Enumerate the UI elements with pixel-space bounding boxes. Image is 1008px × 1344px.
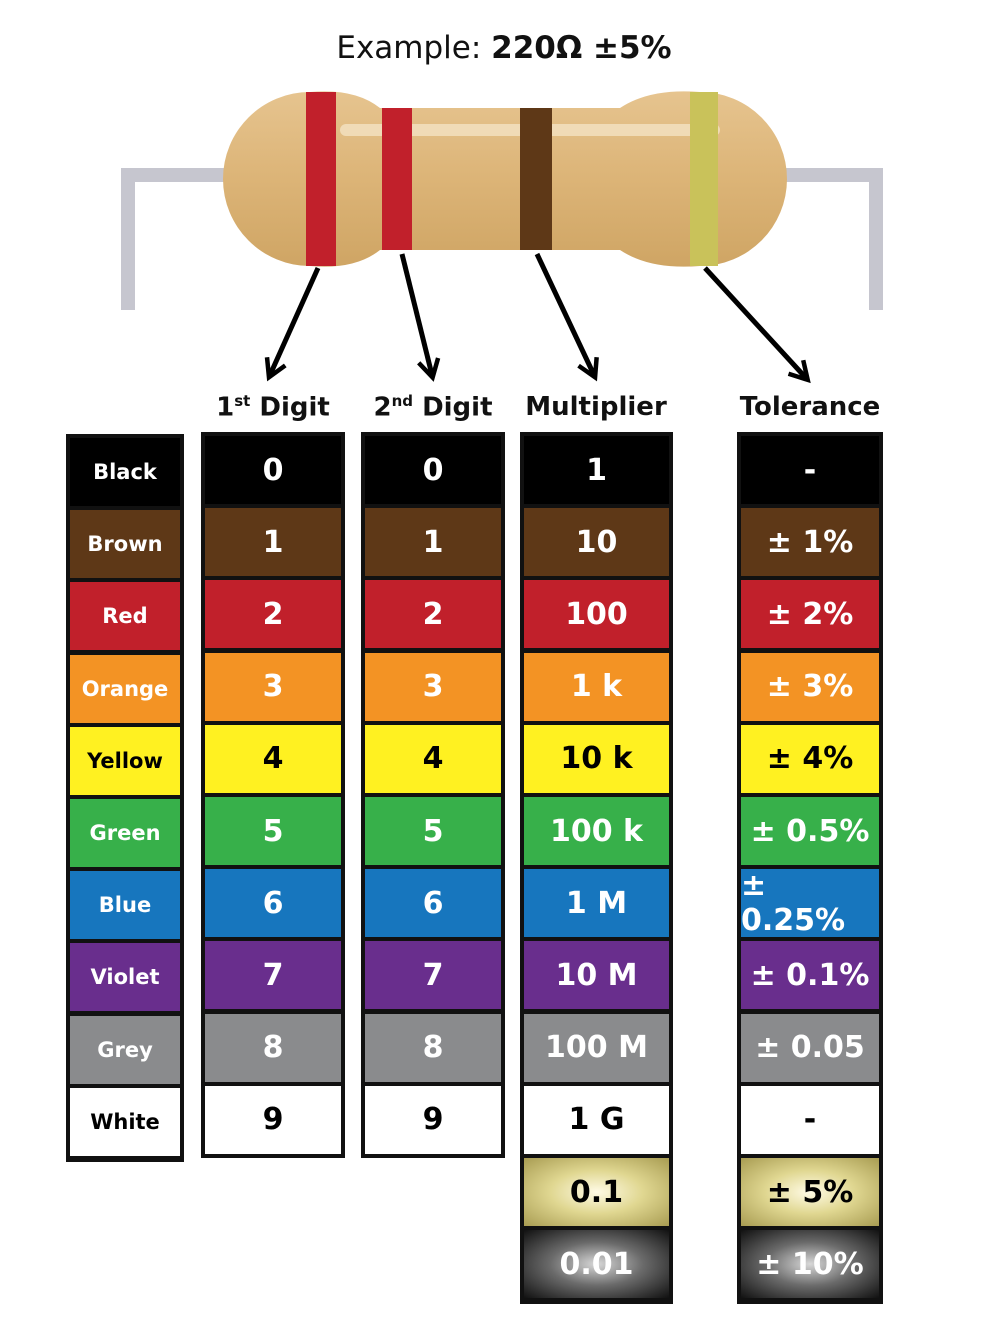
second-digit-cell: 3 xyxy=(365,652,501,721)
first-digit-cell: 5 xyxy=(205,797,341,865)
first-digit-cell: 0 xyxy=(205,436,341,504)
tolerance-cell: ± 5% xyxy=(741,1158,879,1226)
first-digit-cell: 7 xyxy=(205,941,341,1010)
tolerance-cell: ± 2% xyxy=(741,580,879,649)
multiplier-cell: 10 xyxy=(524,508,669,577)
tolerance-cell: ± 4% xyxy=(741,724,879,793)
multiplier-cell: 1 xyxy=(524,436,669,504)
band-3 xyxy=(520,108,552,250)
example-prefix: Example: xyxy=(336,30,482,66)
tolerance-cell: ± 10% xyxy=(741,1230,879,1299)
second-digit-cell: 1 xyxy=(365,508,501,577)
header-tolerance: Tolerance xyxy=(739,392,881,422)
tolerance-cell: ± 0.05 xyxy=(741,1013,879,1082)
second-digit-cell: 4 xyxy=(365,724,501,793)
right-lead xyxy=(770,168,883,310)
color-name-cell: Blue xyxy=(70,871,180,940)
band-1 xyxy=(306,92,336,266)
arrow-band-1 xyxy=(264,266,321,382)
color-name-cell: Orange xyxy=(70,654,180,723)
tolerance-column: - ± 1% ± 2% ± 3% ± 4% ± 0.5% ± 0.25% ± 0.1% ± 0.… xyxy=(737,432,883,1304)
left-lead xyxy=(121,168,240,310)
second-digit-cell: 5 xyxy=(365,797,501,865)
example-value: 220Ω ±5% xyxy=(491,30,672,66)
first-digit-cell: 2 xyxy=(205,580,341,649)
color-name-cell: Green xyxy=(70,799,180,867)
color-name-cell: Red xyxy=(70,582,180,651)
multiplier-cell: 100 xyxy=(524,580,669,649)
header-second-digit: 2nd Digit xyxy=(373,392,493,423)
multiplier-cell: 100 k xyxy=(524,797,669,865)
tolerance-cell: ± 1% xyxy=(741,508,879,577)
second-digit-cell: 7 xyxy=(365,941,501,1010)
band-2 xyxy=(382,108,412,250)
color-name-cell: Brown xyxy=(70,510,180,579)
first-digit-cell: 3 xyxy=(205,652,341,721)
resistor-diagram xyxy=(121,91,883,384)
color-name-cell: White xyxy=(70,1087,180,1156)
multiplier-cell: 1 M xyxy=(524,869,669,938)
second-digit-cell: 9 xyxy=(365,1085,501,1154)
band-4 xyxy=(690,92,718,266)
second-digit-cell: 2 xyxy=(365,580,501,649)
color-name-cell: Yellow xyxy=(70,726,180,795)
multiplier-cell: 10 M xyxy=(524,941,669,1010)
arrow-band-3 xyxy=(534,252,599,382)
multiplier-cell: 10 k xyxy=(524,724,669,793)
header-first-digit: 1st Digit xyxy=(216,392,330,423)
color-name-cell: Grey xyxy=(70,1015,180,1084)
arrow-band-2 xyxy=(399,253,441,382)
multiplier-cell: 1 G xyxy=(524,1085,669,1154)
multiplier-cell: 0.01 xyxy=(524,1230,669,1299)
tolerance-cell: ± 0.25% xyxy=(741,868,879,938)
multiplier-cell: 100 M xyxy=(524,1013,669,1082)
tolerance-cell: - xyxy=(741,1085,879,1154)
first-digit-cell: 4 xyxy=(205,724,341,793)
first-digit-cell: 6 xyxy=(205,869,341,938)
second-digit-cell: 0 xyxy=(365,436,501,504)
tolerance-cell: ± 0.1% xyxy=(741,941,879,1010)
tolerance-cell: - xyxy=(741,436,879,504)
color-name-cell: Violet xyxy=(70,943,180,1012)
color-name-cell: Black xyxy=(70,438,180,506)
tolerance-cell: ± 3% xyxy=(741,652,879,721)
tolerance-cell: ± 0.5% xyxy=(741,797,879,865)
multiplier-cell: 0.1 xyxy=(524,1158,669,1226)
first-digit-cell: 8 xyxy=(205,1013,341,1082)
header-multiplier: Multiplier xyxy=(525,392,667,422)
second-digit-cell: 6 xyxy=(365,869,501,938)
color-bands xyxy=(306,92,718,266)
first-digit-cell: 1 xyxy=(205,508,341,577)
first-digit-cell: 9 xyxy=(205,1085,341,1154)
example-title: Example: 220Ω ±5% xyxy=(0,30,1008,66)
multiplier-cell: 1 k xyxy=(524,652,669,721)
color-name-column: Black Brown Red Orange Yellow Green Blue Violet… xyxy=(66,434,184,1162)
arrow-band-4 xyxy=(703,266,811,384)
second-digit-cell: 8 xyxy=(365,1013,501,1082)
